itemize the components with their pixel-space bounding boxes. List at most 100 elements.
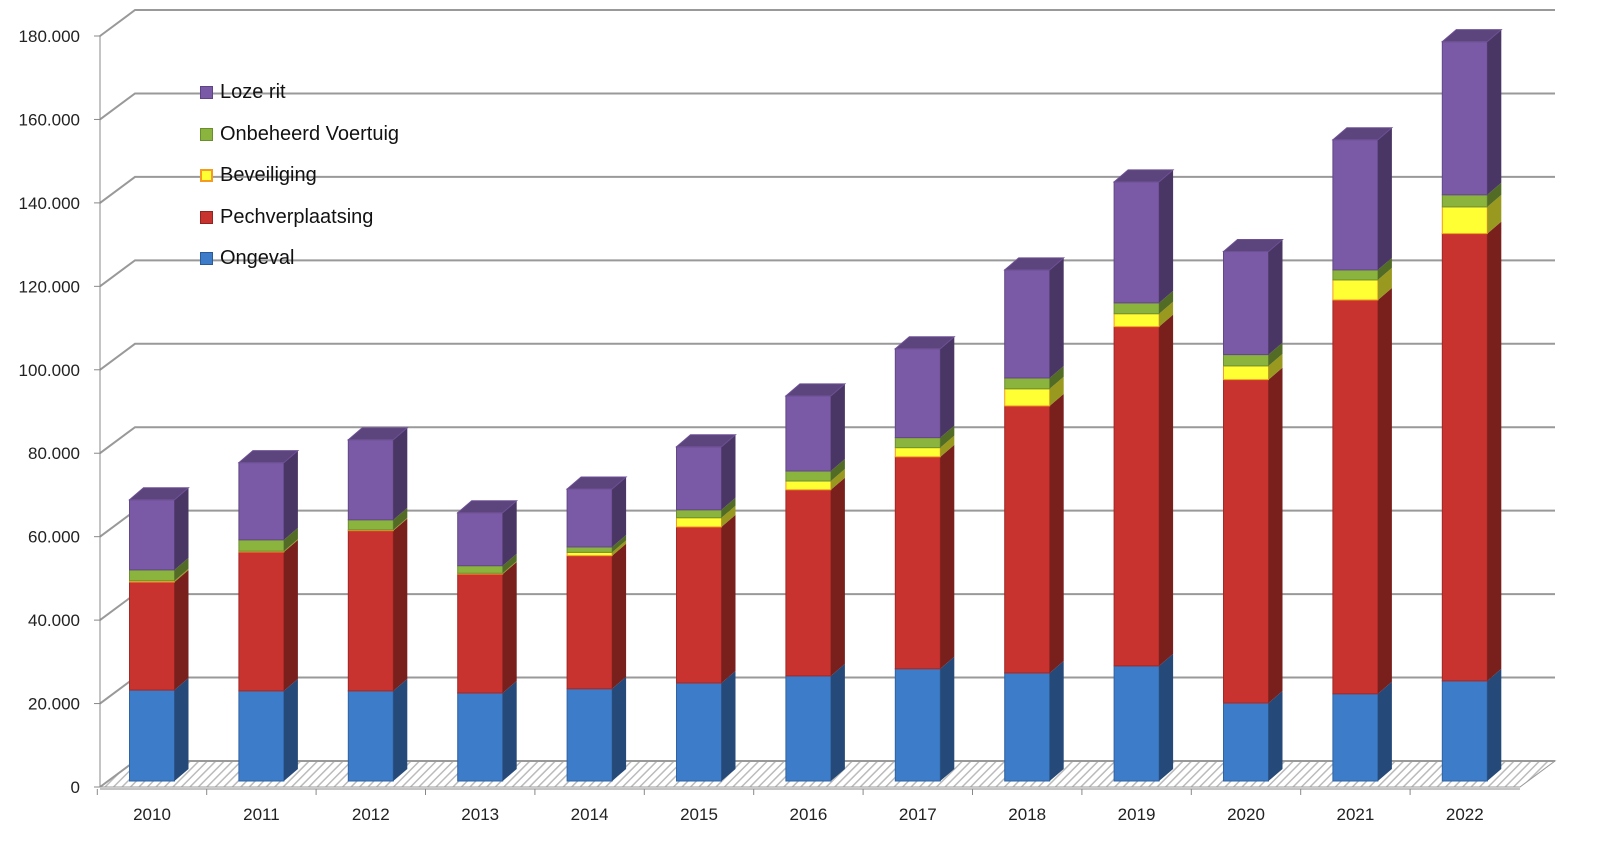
bar-stack-2018: [1003, 257, 1066, 782]
bar-segment-pechverplaatsing-2022: [1441, 233, 1488, 682]
bar-segment-beveiliging-2016: [785, 480, 832, 491]
bar-stack-2021: [1331, 127, 1394, 782]
bar-segment-loze-rit-2012: [347, 439, 394, 521]
gridline: [99, 259, 1555, 288]
bar-side: [1049, 365, 1064, 389]
bar-segment-onbeheerd-voertuig-2015: [676, 509, 722, 519]
x-tick-label: 2019: [1118, 805, 1156, 824]
bar-side: [174, 678, 189, 781]
y-tick-label: 40.000: [28, 611, 80, 630]
bar-side: [721, 670, 736, 781]
y-tick-label: 140.000: [19, 194, 80, 213]
legend-item-ongeval: Ongeval: [200, 238, 399, 280]
bar-segment-beveiliging-2015: [676, 517, 722, 528]
bar-side: [174, 568, 189, 582]
bar-segment-beveiliging-2018: [1004, 388, 1051, 407]
bar-side: [830, 383, 845, 472]
bar-side: [1487, 221, 1502, 681]
bar-segment-ongeval-2012: [347, 690, 394, 782]
x-tick-label: 2018: [1008, 805, 1046, 824]
bar-side: [1049, 393, 1064, 673]
bar-side: [1268, 342, 1283, 366]
legend-label: Pechverplaatsing: [220, 205, 374, 228]
bar-top: [456, 500, 519, 514]
bar-side: [1487, 182, 1502, 207]
bar-segment-loze-rit-2020: [1223, 251, 1269, 356]
bar-stack-2014: [565, 476, 628, 782]
bar-stack-2019: [1112, 169, 1175, 782]
bar-segment-onbeheerd-voertuig-2013: [457, 565, 504, 574]
bar-top: [565, 476, 628, 490]
bar-segment-ongeval-2017: [894, 668, 941, 782]
bar-segment-onbeheerd-voertuig-2012: [347, 519, 394, 531]
x-tick-label: 2011: [243, 805, 280, 824]
bar-side: [283, 678, 298, 781]
bar-segment-beveiliging-2021: [1332, 279, 1379, 301]
bar-side: [940, 435, 955, 457]
bar-side: [612, 534, 627, 553]
bar-segment-onbeheerd-voertuig-2021: [1332, 269, 1379, 281]
bar-side: [1377, 681, 1392, 781]
bar-segment-pechverplaatsing-2017: [894, 456, 941, 670]
legend: Loze rit Onbeheerd Voertuig Beveiliging …: [200, 72, 399, 280]
y-axis-ticks: 0 20.000 40.000 60.000 80.000 100.000 120.000 1…: [19, 27, 101, 797]
bar-segment-ongeval-2013: [457, 692, 504, 782]
y-tick-label: 0: [71, 778, 80, 797]
bar-side: [1487, 29, 1502, 195]
gridline: [99, 92, 1555, 121]
legend-item-loze-rit: Loze rit: [200, 72, 399, 114]
bar-side: [1377, 257, 1392, 280]
bar-segment-ongeval-2020: [1223, 702, 1269, 782]
bar-side: [1159, 301, 1174, 327]
x-tick-label: 2015: [680, 805, 718, 824]
bar-side: [940, 425, 955, 448]
bar-segment-onbeheerd-voertuig-2016: [785, 470, 832, 482]
bar-side: [721, 497, 736, 518]
bar-side: [721, 434, 736, 510]
bar-side: [502, 561, 517, 575]
bar-segment-beveiliging-2017: [894, 447, 941, 458]
legend-label: Ongeval: [220, 247, 295, 270]
bar-segment-pechverplaatsing-2013: [457, 573, 504, 694]
bar-segment-ongeval-2010: [129, 689, 175, 782]
bar-side: [1049, 257, 1064, 378]
bar-side: [502, 680, 517, 781]
x-tick-label: 2021: [1336, 805, 1374, 824]
bar-side: [1159, 653, 1174, 781]
x-tick-label: 2022: [1446, 805, 1484, 824]
bar-segment-beveiliging-2019: [1113, 313, 1160, 328]
bar-side: [283, 539, 298, 552]
bar-segment-pechverplaatsing-2018: [1004, 405, 1051, 674]
bar-top: [1331, 127, 1394, 141]
bar-segment-loze-rit-2016: [785, 395, 832, 472]
bar-segment-pechverplaatsing-2010: [129, 581, 175, 691]
bar-segment-onbeheerd-voertuig-2011: [238, 539, 285, 552]
bar-stack-2022: [1440, 29, 1503, 782]
bar-segment-loze-rit-2021: [1332, 139, 1379, 271]
bar-segment-beveiliging-2020: [1223, 365, 1269, 381]
bar-side: [393, 507, 408, 530]
bar-segment-onbeheerd-voertuig-2020: [1223, 354, 1269, 367]
bar-top: [346, 427, 409, 441]
bar-side: [612, 540, 627, 556]
bar-side: [393, 518, 408, 691]
y-tick-label: 160.000: [19, 110, 80, 129]
bar-segment-loze-rit-2018: [1004, 269, 1051, 379]
bar-segment-loze-rit-2022: [1441, 41, 1488, 196]
bar-side: [721, 514, 736, 683]
bar-side: [940, 444, 955, 669]
x-tick-label: 2012: [352, 805, 390, 824]
bar-side: [1049, 376, 1064, 406]
bar-segment-pechverplaatsing-2021: [1332, 299, 1379, 695]
bar-segment-beveiliging-2022: [1441, 206, 1488, 235]
bar-stack-2015: [675, 434, 737, 782]
bar-side: [393, 427, 408, 520]
bar-top: [128, 487, 190, 501]
bar-side: [283, 539, 298, 691]
bar-side: [393, 678, 408, 781]
legend-item-onbeheerd-voertuig: Onbeheerd Voertuig: [200, 114, 399, 156]
bar-segment-onbeheerd-voertuig-2014: [566, 546, 613, 553]
y-tick-label: 120.000: [19, 277, 80, 296]
bar-segment-loze-rit-2011: [238, 462, 285, 541]
